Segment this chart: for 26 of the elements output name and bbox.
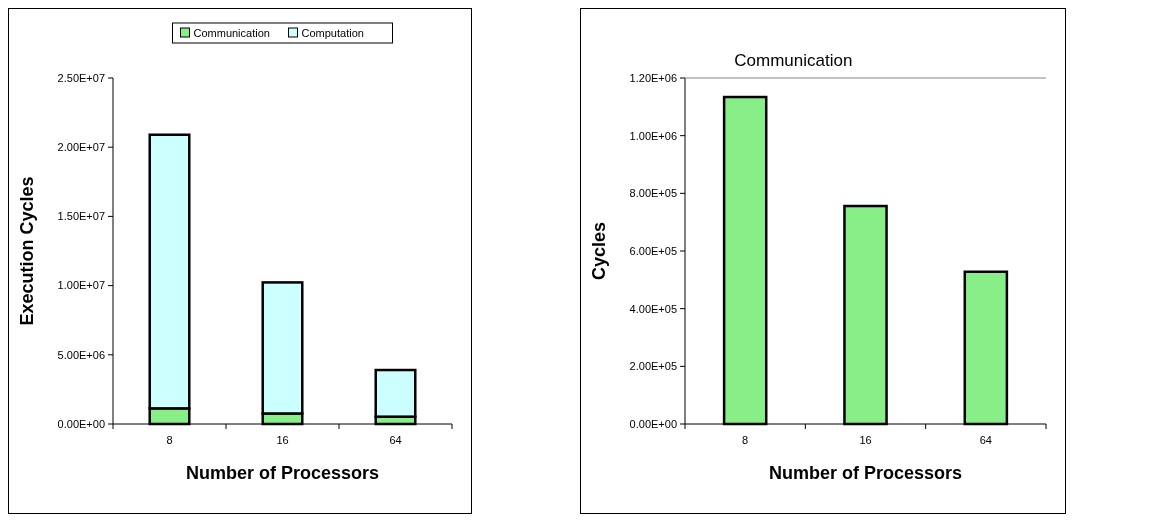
y-tick-label: 0.00E+00 <box>629 417 677 430</box>
x-tick-label: 8 <box>166 434 173 446</box>
legend-label: Computation <box>301 26 364 39</box>
y-axis-title: Cycles <box>589 221 609 281</box>
y-tick-label: 5.00E+06 <box>57 348 105 361</box>
y-tick-label: 2.00E+07 <box>57 141 105 154</box>
x-tick-label: 64 <box>389 434 402 446</box>
y-tick-label: 1.00E+06 <box>629 129 677 142</box>
y-tick-label: 8.00E+05 <box>629 187 677 200</box>
x-axis-title: Number of Processors <box>768 463 963 483</box>
legend-label: Communication <box>193 26 270 39</box>
y-tick-label: 1.20E+06 <box>629 71 677 84</box>
x-tick-label: 8 <box>742 434 749 446</box>
y-tick-label: 2.50E+07 <box>57 71 105 84</box>
x-axis-title: Number of Processors <box>185 463 380 483</box>
y-axis-title: Execution Cycles <box>17 176 37 326</box>
x-tick-label: 16 <box>859 434 872 446</box>
chart-title: Communication <box>734 51 853 70</box>
y-tick-label: 6.00E+05 <box>629 244 677 257</box>
x-tick-label: 16 <box>276 434 289 446</box>
y-tick-label: 0.00E+00 <box>57 417 105 430</box>
y-tick-label: 1.50E+07 <box>57 210 105 223</box>
y-tick-label: 2.00E+05 <box>629 360 677 373</box>
y-tick-label: 1.00E+07 <box>57 279 105 292</box>
y-tick-label: 4.00E+05 <box>629 302 677 315</box>
x-tick-label: 64 <box>979 434 992 446</box>
